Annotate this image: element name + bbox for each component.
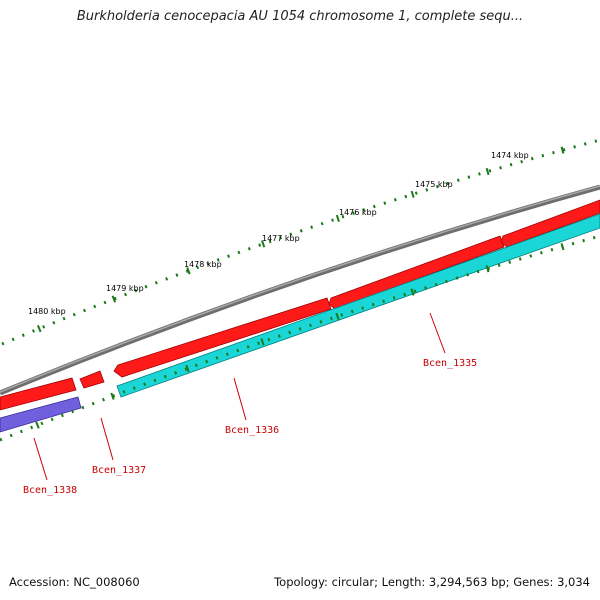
inner-major-tick-2 (185, 364, 190, 373)
genome-summary-text: Topology: circular; Length: 3,294,563 bp… (274, 575, 590, 589)
inner-major-ticks (35, 243, 565, 429)
other-genes (0, 396, 82, 433)
callout-line-1335 (429, 312, 446, 354)
kbp-label-1478: 1478 kbp (184, 260, 222, 269)
map-title: Burkholderia cenocepacia AU 1054 chromos… (76, 9, 524, 24)
inner-dotted-scale (0, 234, 600, 442)
outer-major-tick-6 (485, 167, 490, 176)
gene-feature-1336[interactable] (116, 213, 600, 398)
outer-major-tick-1 (111, 295, 117, 303)
outer-major-tick-4 (335, 214, 340, 223)
outer-tick-ring (1, 138, 600, 346)
inner-major-tick-7 (560, 243, 565, 251)
inner-major-tick-0 (35, 421, 40, 429)
kbp-scale-labels: 1474 kbp 1475 kbp 1476 kbp 1477 kbp 1478… (28, 151, 529, 316)
callout-line-1336 (233, 377, 247, 421)
reverse-strand-genes (116, 213, 600, 398)
gene-feature-1336-forward[interactable] (113, 297, 332, 378)
gene-feature-1337[interactable] (79, 370, 105, 389)
gene-feature-1338[interactable] (0, 396, 82, 433)
outer-major-tick-2 (186, 267, 191, 275)
gene-label-1335[interactable]: Bcen_1335 (423, 358, 477, 369)
inner-major-tick-1 (110, 392, 115, 400)
accession-text: Accession: NC_008060 (9, 575, 140, 589)
kbp-label-1476: 1476 kbp (339, 208, 377, 217)
callout-line-1337 (100, 417, 114, 461)
forward-strand-genes (0, 199, 600, 411)
gene-label-1337[interactable]: Bcen_1337 (92, 465, 146, 476)
inner-major-tick-3 (260, 338, 265, 346)
gene-feature-1335-right[interactable] (500, 199, 600, 248)
kbp-label-1480: 1480 kbp (28, 307, 66, 316)
chromosome-backbone (0, 184, 600, 396)
outer-dotted-scale (1, 138, 600, 346)
kbp-label-1477: 1477 kbp (262, 234, 300, 243)
inner-major-tick-6 (485, 265, 490, 273)
gene-label-1336[interactable]: Bcen_1336 (225, 425, 279, 436)
chromosome-backbone-highlight (0, 185, 600, 393)
gene-feature-1338-forward[interactable] (0, 377, 77, 411)
callout-line-1338 (33, 437, 48, 481)
inner-major-tick-5 (410, 288, 415, 296)
outer-major-tick-0 (36, 325, 42, 333)
gene-callouts: Bcen_1335 Bcen_1336 Bcen_1337 Bcen_1338 (23, 312, 477, 496)
inner-major-tick-4 (335, 312, 340, 321)
inner-tick-ring (0, 234, 600, 442)
outer-major-tick-5 (410, 190, 415, 198)
outer-major-tick-3 (261, 240, 266, 248)
gene-label-1338[interactable]: Bcen_1338 (23, 485, 77, 496)
kbp-label-1474: 1474 kbp (491, 151, 529, 160)
kbp-label-1479: 1479 kbp (106, 284, 144, 293)
outer-major-ticks (36, 146, 565, 333)
kbp-label-1475: 1475 kbp (415, 180, 453, 189)
outer-major-tick-7 (560, 146, 565, 154)
